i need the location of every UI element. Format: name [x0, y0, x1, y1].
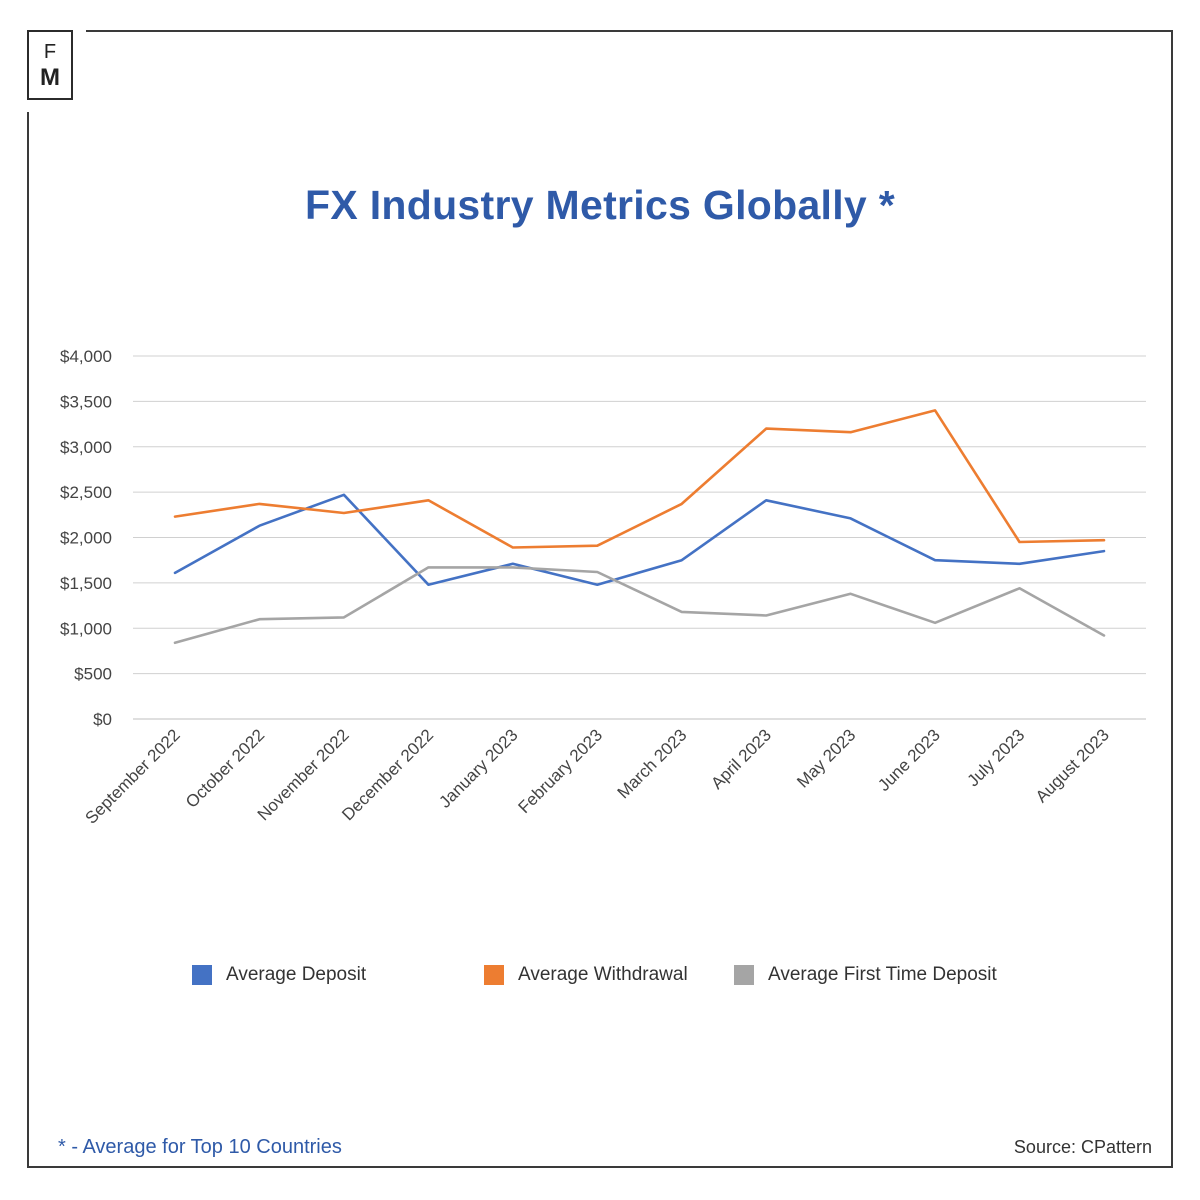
y-tick-label-3500: $3,500 [60, 392, 112, 411]
y-tick-label-4000: $4,000 [60, 347, 112, 366]
x-tick-label-march-2023: March 2023 [614, 725, 691, 802]
logo-letter-f: F [43, 41, 57, 63]
legend-swatch-average-deposit [192, 965, 212, 985]
y-tick-label-500: $500 [74, 665, 112, 684]
x-tick-label-february-2023: February 2023 [514, 725, 606, 817]
y-tick-label-0: $0 [93, 710, 112, 729]
x-tick-label-september-2022: September 2022 [82, 725, 184, 827]
y-tick-label-3000: $3,000 [60, 438, 112, 457]
legend-swatch-average-first-time-deposit [734, 965, 754, 985]
legend-item-average-first-time-deposit: Average First Time Deposit [734, 964, 997, 986]
source-credit: Source: CPattern [1013, 1137, 1152, 1157]
series-line-average-withdrawal [173, 409, 1106, 549]
legend-label-average-withdrawal: Average Withdrawal [518, 964, 688, 985]
y-tick-label-1000: $1,000 [60, 619, 112, 638]
logo-letter-m: M [40, 64, 60, 91]
x-tick-label-august-2023: August 2023 [1032, 725, 1113, 806]
legend-swatch-average-withdrawal [484, 965, 504, 985]
x-tick-label-december-2022: December 2022 [338, 725, 437, 824]
series-line-average-deposit [173, 493, 1106, 587]
legend-item-average-deposit: Average Deposit [192, 964, 366, 986]
x-tick-label-may-2023: May 2023 [793, 725, 859, 791]
footnote: * - Average for Top 10 Countries [58, 1136, 342, 1158]
series-line-average-first-time-deposit [173, 566, 1106, 645]
x-tick-label-april-2023: April 2023 [707, 725, 775, 793]
x-tick-label-october-2022: October 2022 [182, 725, 268, 811]
y-tick-label-1500: $1,500 [60, 574, 112, 593]
chart-frame [27, 30, 1173, 1168]
fm-logo: F M [27, 30, 73, 100]
y-tick-label-2000: $2,000 [60, 529, 112, 548]
x-tick-label-july-2023: July 2023 [963, 725, 1028, 790]
legend-label-average-deposit: Average Deposit [226, 964, 367, 985]
x-tick-label-november-2022: November 2022 [254, 725, 353, 824]
y-tick-label-2500: $2,500 [60, 483, 112, 502]
x-tick-label-january-2023: January 2023 [435, 725, 521, 811]
chart-title: FX Industry Metrics Globally * [305, 182, 895, 228]
legend-item-average-withdrawal: Average Withdrawal [484, 964, 688, 986]
x-tick-label-june-2023: June 2023 [874, 725, 944, 795]
chart-legend: Average Deposit Average Withdrawal Avera… [0, 964, 1200, 994]
legend-label-average-first-time-deposit: Average First Time Deposit [768, 964, 997, 985]
